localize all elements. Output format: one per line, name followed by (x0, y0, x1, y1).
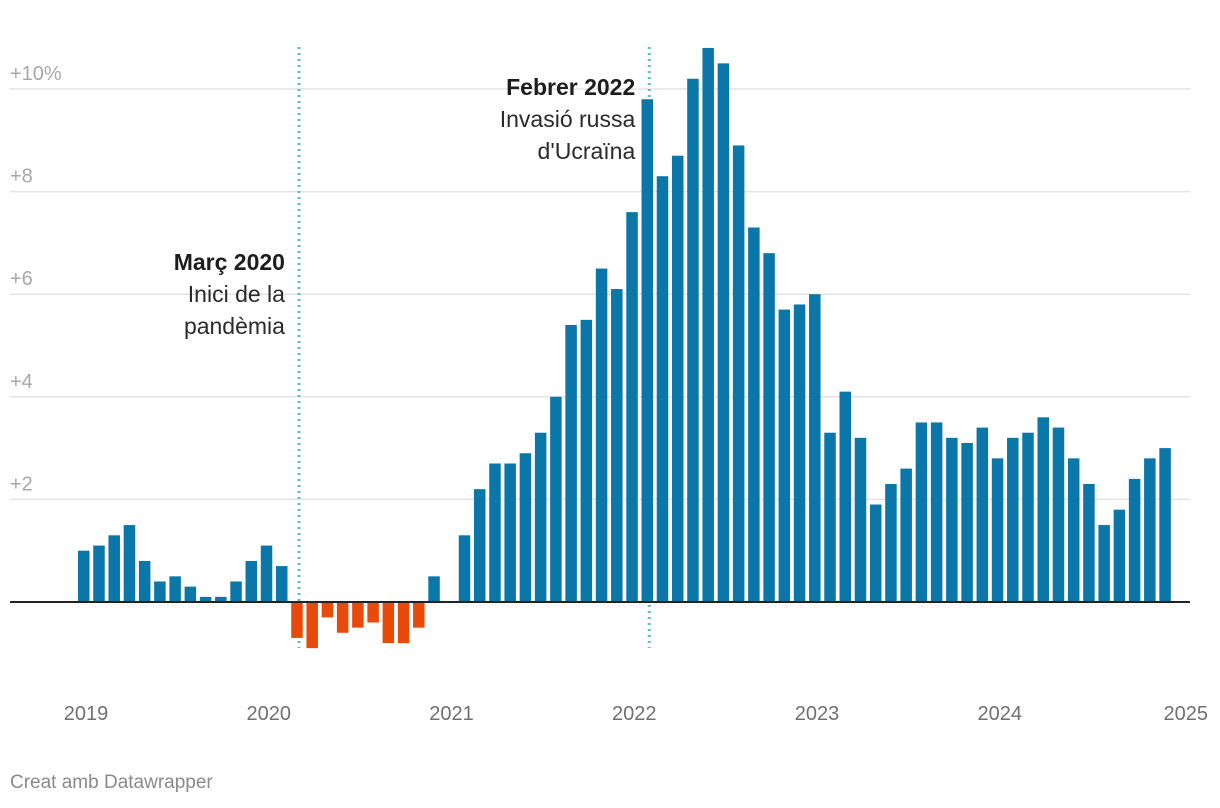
bar (534, 432, 547, 602)
bar (885, 484, 897, 602)
bar (1052, 427, 1065, 602)
bar (824, 432, 836, 602)
bar (154, 581, 166, 602)
bar (1022, 432, 1034, 602)
bars (78, 47, 1171, 649)
bar (215, 596, 227, 602)
bar (854, 437, 867, 602)
x-tick-label: 2025 (1164, 703, 1209, 725)
bar (687, 78, 699, 603)
bar (275, 566, 288, 602)
bar (336, 602, 349, 633)
bar-chart: +10% +8 +6 +4 +2 2019 2020 2021 2022 2023 2024 202… (10, 47, 1208, 725)
bar (900, 468, 912, 602)
bar (108, 535, 120, 602)
bar (778, 309, 791, 602)
y-tick-label: +6 (10, 268, 33, 290)
bar (169, 576, 181, 602)
bar (580, 319, 593, 602)
bar (961, 442, 973, 602)
x-axis-ticks: 2019 2020 2021 2022 2023 2024 2025 (64, 703, 1208, 725)
bar (138, 560, 151, 602)
bar (1037, 417, 1049, 602)
bar (1098, 525, 1110, 602)
bar (184, 586, 197, 602)
y-tick-label: +8 (10, 166, 33, 188)
bar (260, 545, 273, 602)
bar (930, 422, 943, 602)
bar (367, 602, 379, 623)
annotation-text: Invasió russa (500, 106, 636, 132)
bar (1067, 458, 1080, 602)
bar (458, 535, 471, 602)
bar (595, 268, 608, 602)
bar (93, 545, 105, 602)
bar (397, 602, 410, 644)
annotation-title: Febrer 2022 (506, 74, 635, 100)
x-tick-label: 2019 (64, 703, 109, 725)
bar (748, 227, 760, 602)
bar (413, 602, 425, 628)
x-tick-label: 2023 (795, 703, 840, 725)
bar (732, 145, 745, 602)
bar (565, 324, 577, 602)
credit-text: Creat amb Datawrapper (10, 772, 213, 793)
bar (519, 453, 532, 602)
bar (809, 294, 821, 602)
bar (702, 47, 714, 602)
bar (489, 463, 501, 602)
bar (473, 489, 486, 602)
bar (976, 427, 989, 602)
bar (1083, 484, 1095, 602)
bar (671, 155, 684, 602)
bar (946, 437, 958, 602)
annotation-text: Inici de la (188, 281, 285, 307)
y-tick-label: +2 (10, 473, 33, 495)
bar (1128, 478, 1141, 602)
y-axis-ticks: +10% +8 +6 +4 +2 (10, 63, 62, 495)
bar (123, 525, 136, 602)
bar (382, 602, 395, 644)
y-tick-label: +4 (10, 371, 33, 393)
bar (230, 581, 242, 602)
x-tick-label: 2021 (429, 703, 474, 725)
bar (199, 596, 212, 602)
y-tick-label: +10% (10, 63, 62, 85)
bar (869, 504, 882, 602)
bar (504, 463, 516, 602)
annotations: Març 2020 Inici de la pandèmia Febrer 2022 I… (174, 74, 636, 339)
bar (611, 289, 623, 602)
bar (78, 550, 90, 602)
annotation-title: Març 2020 (174, 249, 285, 275)
annotation-text: pandèmia (184, 313, 285, 339)
bar (626, 212, 638, 602)
bar (717, 63, 730, 603)
bar (641, 99, 654, 602)
bar (915, 422, 928, 602)
bar (306, 602, 318, 649)
bar (245, 560, 258, 602)
bar (839, 391, 851, 602)
bar (291, 602, 303, 638)
x-tick-label: 2022 (612, 703, 657, 725)
annotation-text: d'Ucraïna (538, 138, 636, 164)
bar (656, 176, 669, 602)
bar (321, 602, 334, 618)
bar (428, 576, 440, 602)
bar (763, 253, 775, 602)
bar (352, 602, 364, 628)
bar (991, 458, 1004, 602)
bar (550, 396, 562, 602)
bar (793, 304, 806, 602)
bar (1159, 448, 1171, 602)
x-tick-label: 2020 (247, 703, 292, 725)
bar (1113, 509, 1126, 602)
x-tick-label: 2024 (978, 703, 1023, 725)
bar (1007, 437, 1019, 602)
bar (1144, 458, 1156, 602)
